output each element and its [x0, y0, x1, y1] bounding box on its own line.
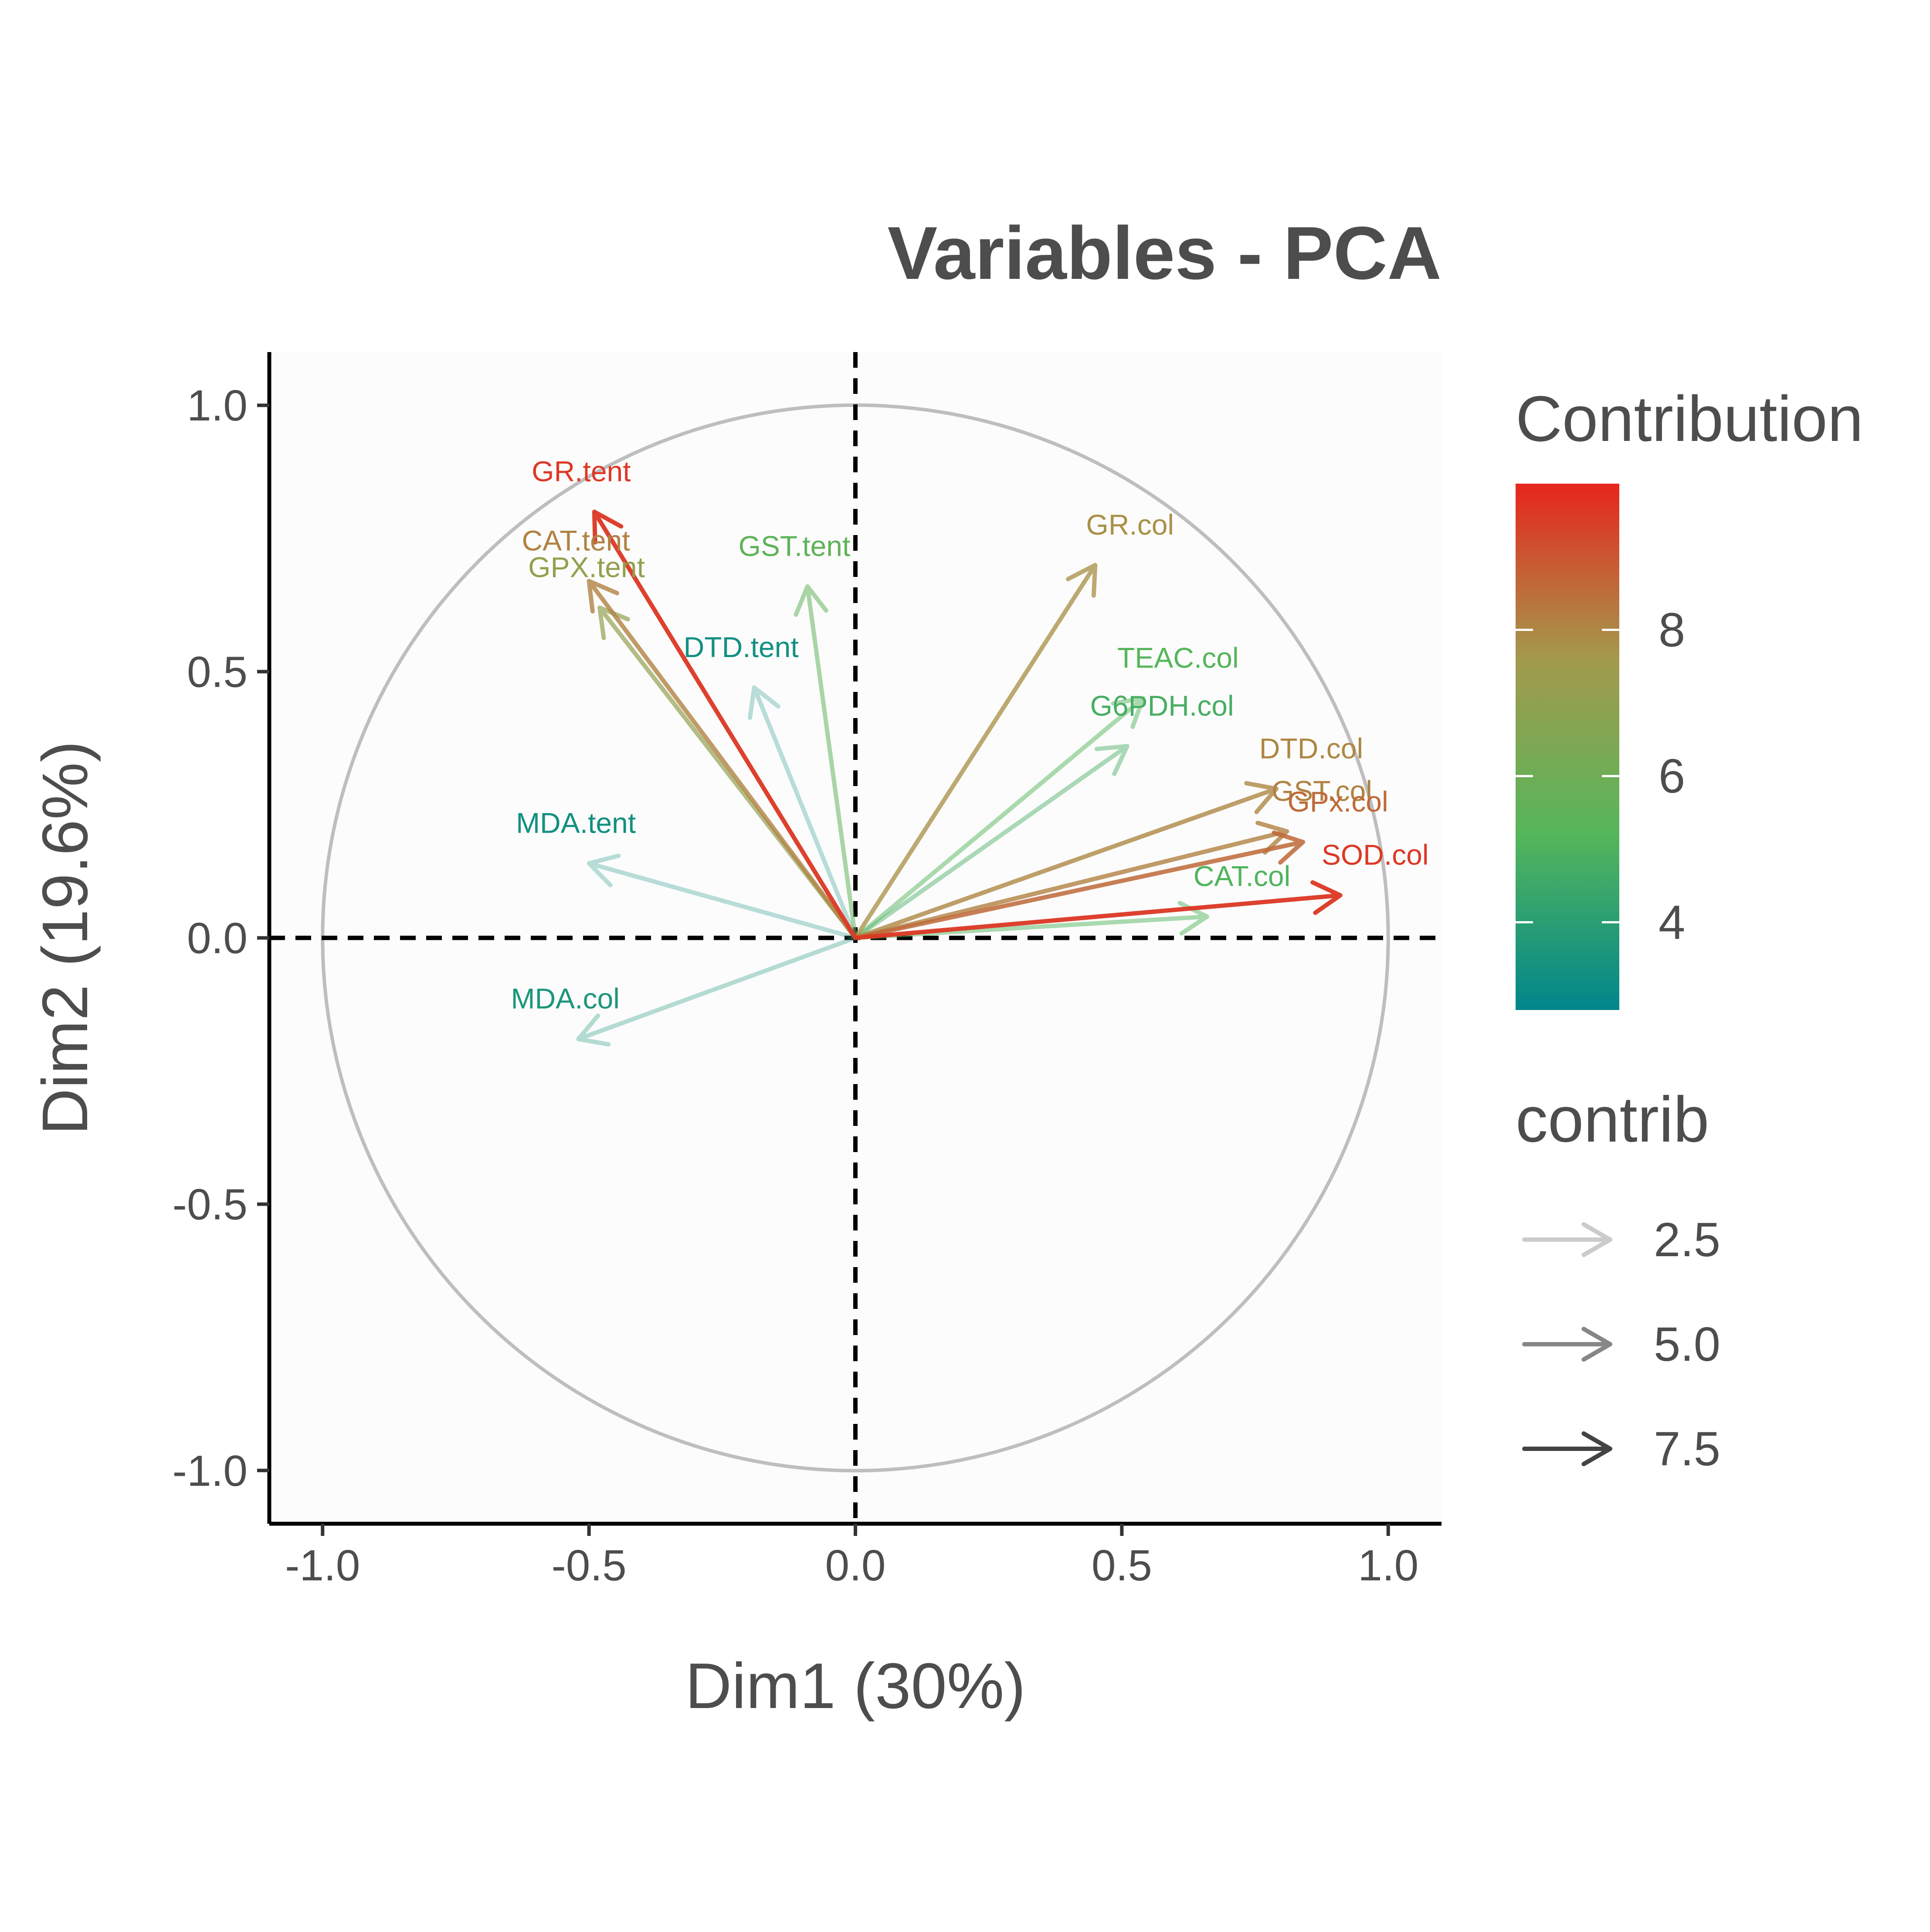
arrow-gr-col-head: [1065, 563, 1098, 598]
arrow-mda-col-shaft: [576, 935, 858, 1041]
variable-arrows-layer: [576, 509, 1343, 1047]
arrow-teac-col-shaft: [853, 696, 1146, 940]
legend-alpha-key: [1522, 1431, 1612, 1466]
arrow-mda-tent-shaft: [587, 861, 858, 940]
legend-alpha-title: contrib: [1516, 1084, 1709, 1156]
label-g6pdh-col: G6PDH.col: [1090, 689, 1234, 722]
legend-color-title: Contribution: [1516, 383, 1863, 455]
label-mda-col: MDA.col: [511, 983, 619, 1015]
legend-alpha-key: [1522, 1222, 1612, 1257]
arrow-gst-col-shaft: [853, 829, 1289, 940]
legend-alpha-key: [1522, 1327, 1612, 1362]
arrow-teac-col: [853, 696, 1146, 940]
y-tick-label: 0.5: [187, 647, 248, 696]
legend-alpha-label: 2.5: [1654, 1213, 1720, 1267]
y-tick-label: 1.0: [187, 381, 248, 430]
label-gst-tent: GST.tent: [739, 530, 851, 562]
legend: Contribution 4 6 8 contrib 2.5 5.0 7.5: [1516, 383, 1863, 1476]
arrow-gr-col-shaft: [853, 563, 1098, 940]
label-gst-col: GST.col: [1272, 775, 1372, 807]
arrow-dtd-tent: [747, 685, 858, 940]
label-teac-col: TEAC.col: [1117, 641, 1239, 674]
x-tick-label: 0.5: [1092, 1541, 1152, 1590]
arrow-cat-tent-shaft: [587, 579, 858, 940]
arrow-gpx-tent-head: [597, 605, 630, 641]
label-gpx-col: GPx.col: [1288, 785, 1388, 817]
legend-alpha-label: 5.0: [1654, 1318, 1720, 1371]
x-tick-label: 0.0: [825, 1541, 885, 1590]
label-gr-col: GR.col: [1086, 508, 1174, 541]
arrow-gst-col-head: [1255, 820, 1289, 855]
arrow-cat-tent-head: [587, 579, 619, 614]
y-tick-label: -1.0: [173, 1447, 248, 1495]
arrow-gpx-col-head: [1272, 830, 1306, 865]
legend-color-tick-label: 4: [1659, 896, 1685, 949]
y-tick-label: -0.5: [173, 1180, 248, 1229]
y-axis-label: Dim2 (19.6%): [29, 741, 101, 1135]
label-dtd-tent: DTD.tent: [684, 631, 799, 663]
arrow-dtd-col-shaft: [853, 786, 1279, 940]
arrow-sod-col-head: [1310, 880, 1343, 915]
arrow-teac-col-head: [1111, 696, 1146, 729]
x-tick-label: -0.5: [551, 1541, 626, 1590]
arrow-gst-tent: [794, 584, 858, 940]
label-dtd-col: DTD.col: [1259, 732, 1363, 764]
label-sod-col: SOD.col: [1322, 839, 1429, 871]
arrow-gr-tent-head: [592, 509, 624, 545]
arrow-mda-col-head: [576, 1013, 611, 1047]
arrow-dtd-tent-shaft: [752, 685, 858, 940]
arrow-mda-col: [576, 935, 858, 1047]
arrow-gst-tent-shaft: [805, 584, 858, 940]
arrow-gst-col: [853, 820, 1289, 940]
label-gpx-tent: GPX.tent: [528, 551, 645, 583]
chart-title: Variables - PCA: [888, 211, 1442, 295]
legend-color-bar: [1516, 484, 1619, 1010]
arrow-mda-tent-head: [587, 854, 621, 888]
arrow-g6pdh-col-head: [1094, 744, 1130, 776]
arrow-gr-col: [853, 563, 1098, 940]
arrow-cat-tent: [587, 579, 858, 940]
arrow-gpx-col-shaft: [853, 840, 1306, 940]
legend-alpha-key-head: [1581, 1431, 1612, 1466]
arrow-gr-tent: [592, 509, 858, 940]
label-mda-tent: MDA.tent: [516, 807, 636, 839]
arrow-dtd-col: [853, 781, 1279, 940]
arrow-gpx-col: [853, 830, 1306, 940]
label-cat-col: CAT.col: [1194, 860, 1291, 892]
legend-alpha-key-head: [1581, 1222, 1612, 1257]
legend-alpha-key-head: [1581, 1327, 1612, 1362]
legend-color-tick-label: 6: [1659, 749, 1685, 803]
arrow-gst-tent-head: [794, 584, 828, 617]
x-tick-label: 1.0: [1358, 1541, 1418, 1590]
arrow-g6pdh-col: [853, 744, 1130, 940]
legend-color-tick-label: 8: [1659, 603, 1685, 657]
y-tick-label: 0.0: [187, 914, 248, 963]
label-gr-tent: GR.tent: [532, 455, 631, 488]
arrow-sod-col-shaft: [853, 893, 1343, 940]
x-tick-label: -1.0: [285, 1541, 360, 1590]
arrow-gr-tent-shaft: [592, 509, 858, 940]
arrow-g6pdh-col-shaft: [853, 744, 1130, 940]
arrow-mda-tent: [587, 854, 858, 940]
label-cat-tent: CAT.tent: [522, 525, 630, 557]
axes-layer: -1.0 -0.5 0.0 0.5 1.0 -1.0 -0.5 0.0 0.5 1.0: [173, 352, 1442, 1590]
x-axis-label: Dim1 (30%): [685, 1650, 1025, 1722]
arrow-sod-col: [853, 880, 1343, 940]
legend-alpha-label: 7.5: [1654, 1422, 1720, 1476]
arrow-dtd-col-head: [1244, 781, 1279, 814]
arrow-dtd-tent-head: [747, 685, 780, 720]
